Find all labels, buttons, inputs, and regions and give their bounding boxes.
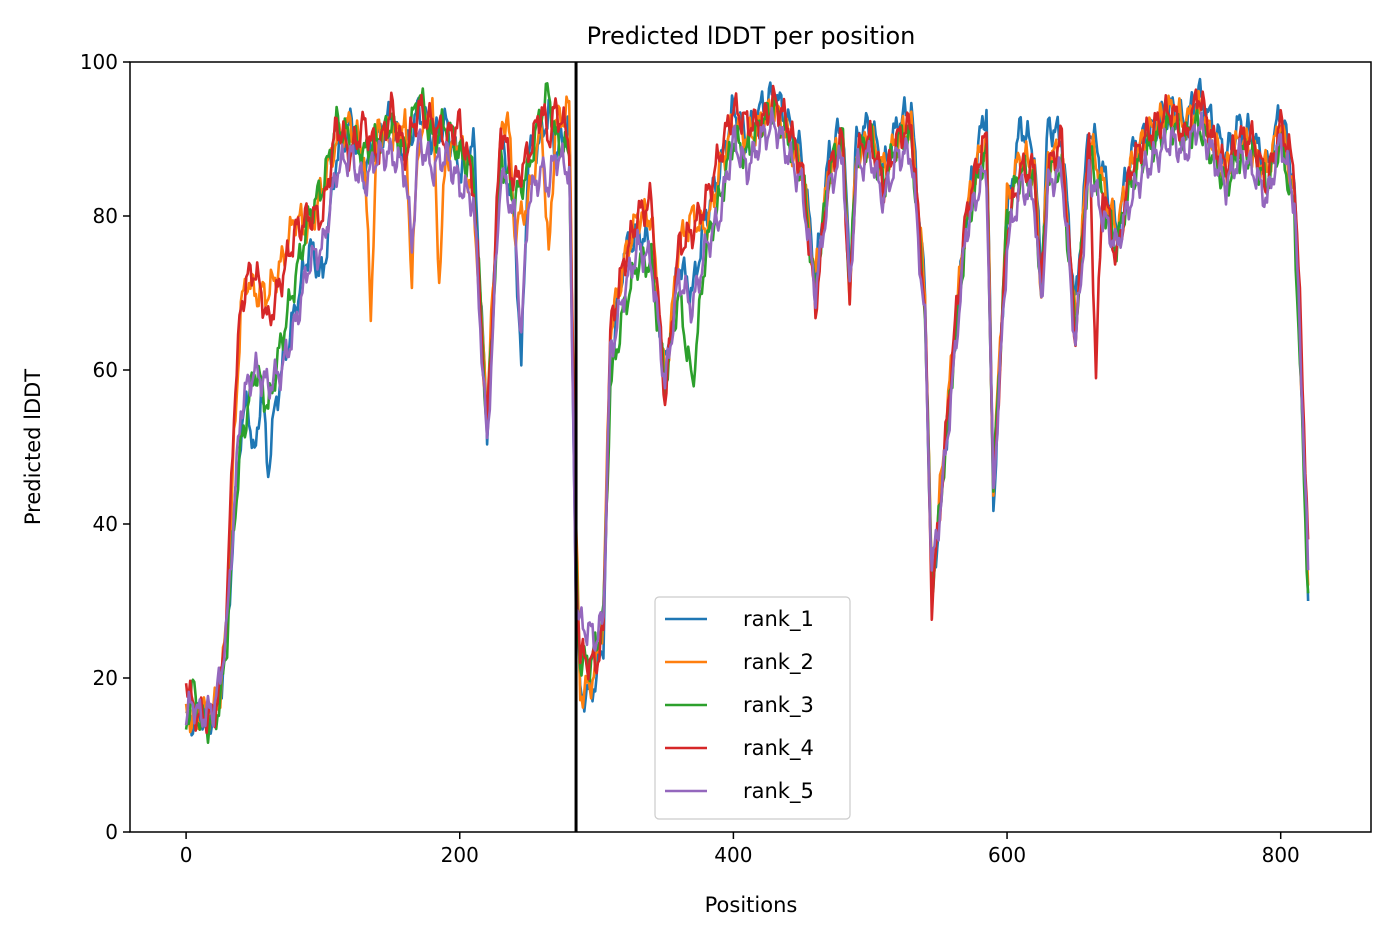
x-tick-label: 600 <box>988 843 1026 867</box>
legend-label-rank_2: rank_2 <box>743 650 814 675</box>
plot-frame <box>129 61 1372 833</box>
x-axis-title: Positions <box>705 893 798 917</box>
y-tick-label: 80 <box>93 204 118 228</box>
y-axis: 0 20 40 60 80 100 <box>80 50 130 844</box>
legend-label-rank_5: rank_5 <box>743 779 814 804</box>
y-tick-label: 20 <box>93 666 118 690</box>
x-tick-label: 200 <box>441 843 479 867</box>
y-tick-label: 40 <box>93 512 118 536</box>
legend: rank_1 rank_2 rank_3 rank_4 rank_5 <box>654 596 851 820</box>
x-axis: 0 200 400 600 800 <box>180 832 1300 867</box>
x-tick-label: 0 <box>180 843 193 867</box>
y-tick-label: 0 <box>105 820 118 844</box>
series-line-rank_5 <box>184 106 1310 728</box>
legend-label-rank_3: rank_3 <box>743 693 814 718</box>
plot-area <box>184 62 1310 832</box>
x-tick-label: 800 <box>1262 843 1300 867</box>
legend-label-rank_4: rank_4 <box>743 736 814 761</box>
y-axis-title: Predicted lDDT <box>21 369 45 525</box>
chart-title: Predicted lDDT per position <box>587 22 916 50</box>
legend-label-rank_1: rank_1 <box>743 607 814 632</box>
y-tick-label: 60 <box>93 358 118 382</box>
x-tick-label: 400 <box>714 843 752 867</box>
legend-box <box>654 596 851 820</box>
y-tick-label: 100 <box>80 50 118 74</box>
